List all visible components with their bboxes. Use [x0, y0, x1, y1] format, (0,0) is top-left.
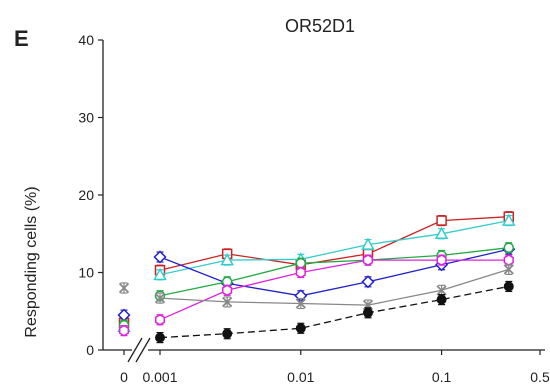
- x-tick-label: 0.5: [530, 369, 550, 385]
- data-point: [295, 266, 306, 279]
- data-point: [434, 226, 449, 239]
- x-tick-label: 0.1: [432, 369, 452, 385]
- panel-label: E: [14, 26, 29, 51]
- y-tick-label: 0: [86, 342, 94, 358]
- data-point: [155, 332, 165, 343]
- axis-break-mark: [135, 337, 151, 363]
- series-line: [159, 219, 509, 276]
- series-line: [159, 248, 509, 297]
- data-point: [295, 323, 306, 334]
- data-point: [295, 298, 306, 309]
- data-point: [154, 292, 166, 304]
- x-tick-label: 0.01: [287, 369, 314, 385]
- data-point: [436, 215, 447, 226]
- axis-break-mark: [127, 337, 143, 363]
- y-tick-label: 10: [78, 265, 94, 281]
- series-line: [159, 216, 509, 271]
- data-point: [222, 328, 233, 339]
- data-point: [361, 275, 375, 289]
- x-tick-label: 0: [120, 369, 128, 385]
- data-point: [222, 284, 233, 297]
- series-line: [159, 285, 509, 339]
- data-point: [118, 324, 130, 337]
- data-point: [153, 250, 167, 264]
- data-point: [154, 313, 166, 326]
- y-tick-label: 30: [78, 110, 94, 126]
- data-point: [362, 254, 374, 266]
- data-point: [118, 282, 130, 294]
- series-layer: [117, 211, 516, 344]
- series-line: [159, 268, 509, 306]
- chart-title: OR52D1: [285, 16, 355, 36]
- series-7: [155, 280, 514, 344]
- data-point: [362, 307, 373, 318]
- data-point: [436, 254, 447, 266]
- series-2: [117, 213, 516, 333]
- series-line: [159, 259, 509, 321]
- data-point: [220, 253, 234, 266]
- data-point: [222, 296, 233, 308]
- data-point: [501, 213, 516, 226]
- data-point-stroke: [295, 298, 306, 309]
- data-point-stroke: [154, 292, 166, 304]
- data-point: [503, 254, 514, 266]
- data-point: [436, 294, 447, 305]
- data-point: [503, 281, 514, 292]
- data-point: [503, 242, 515, 253]
- data-point: [503, 264, 514, 275]
- axes: 0 10 20 30 40 0 0.001 0.01 0.1 0.5: [78, 32, 550, 385]
- data-point: [153, 267, 167, 281]
- y-tick-label: 20: [78, 187, 94, 203]
- x-tick-label: 0.001: [142, 369, 177, 385]
- series-5: [118, 254, 514, 337]
- data-point-stroke: [503, 264, 514, 275]
- y-tick-label: 40: [78, 32, 94, 48]
- y-axis-label: Responding cells (%): [23, 186, 40, 337]
- series-line: [159, 247, 509, 297]
- data-point: [295, 257, 307, 269]
- data-point: [436, 285, 447, 296]
- data-point-stroke: [118, 282, 130, 294]
- data-point-stroke: [222, 296, 233, 308]
- data-point-stroke: [436, 285, 447, 296]
- data-point: [361, 237, 375, 250]
